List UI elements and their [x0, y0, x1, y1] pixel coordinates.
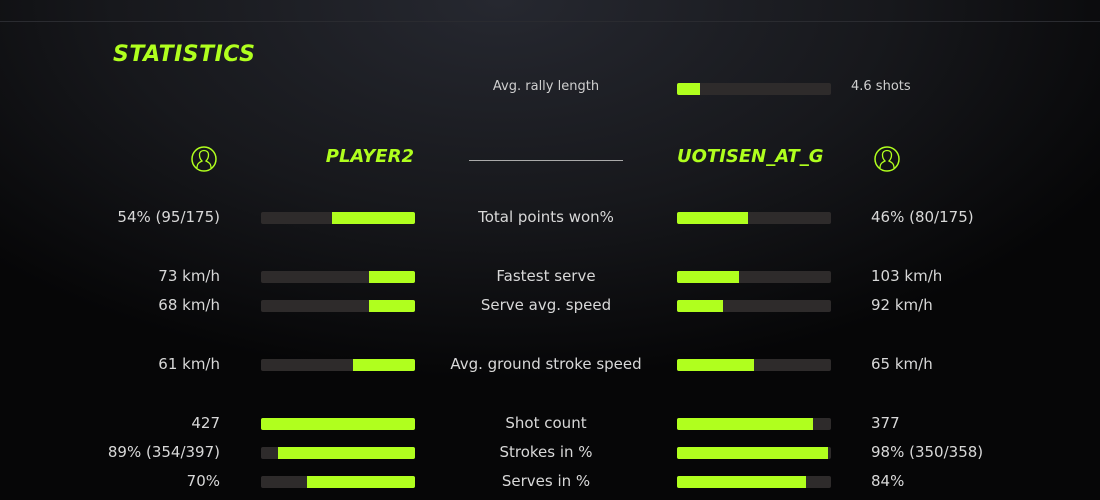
right-bar-fill [677, 300, 724, 312]
left-bar [261, 212, 415, 224]
left-value: 73 km/h [158, 267, 220, 285]
right-player-name: UOTISEN_AT_G [677, 146, 824, 167]
stat-row: 54% (95/175) Total points won% 46% (80/1… [0, 208, 1100, 228]
right-bar [677, 476, 831, 488]
left-bar [261, 476, 415, 488]
left-bar [261, 359, 415, 371]
page-title: STATISTICS [113, 42, 256, 67]
right-bar-fill [677, 418, 813, 430]
right-value: 377 [871, 414, 900, 432]
left-bar-fill [261, 418, 415, 430]
right-value: 103 km/h [871, 267, 943, 285]
stat-row: 61 km/h Avg. ground stroke speed 65 km/h [0, 355, 1100, 375]
left-bar-fill [368, 300, 415, 312]
right-bar-fill [677, 212, 748, 224]
left-bar-fill [307, 476, 415, 488]
right-bar [677, 447, 831, 459]
top-divider [0, 21, 1100, 22]
right-bar [677, 212, 831, 224]
rally-bar [677, 83, 831, 95]
rally-row: Avg. rally length 4.6 shots [0, 79, 1100, 99]
user-circle-icon [874, 146, 900, 172]
stat-row: 68 km/h Serve avg. speed 92 km/h [0, 296, 1100, 316]
stat-label: Strokes in % [499, 443, 593, 461]
rally-bar-fill [677, 83, 701, 95]
left-bar-fill [277, 447, 415, 459]
right-bar-fill [677, 447, 828, 459]
stat-row: 89% (354/397) Strokes in % 98% (350/358) [0, 443, 1100, 463]
stat-row: 73 km/h Fastest serve 103 km/h [0, 267, 1100, 287]
right-bar [677, 300, 831, 312]
left-value: 89% (354/397) [107, 443, 220, 461]
left-bar-fill [353, 359, 415, 371]
right-bar [677, 418, 831, 430]
left-bar-fill [368, 271, 415, 283]
right-bar-fill [677, 271, 739, 283]
stat-label: Shot count [505, 414, 587, 432]
right-value: 98% (350/358) [871, 443, 984, 461]
rally-label: Avg. rally length [492, 79, 600, 94]
left-value: 70% [186, 472, 220, 490]
left-value: 68 km/h [158, 296, 220, 314]
rally-value: 4.6 shots [851, 79, 911, 94]
stat-label: Serves in % [501, 472, 591, 490]
right-bar [677, 359, 831, 371]
right-bar-fill [677, 476, 807, 488]
left-value: 54% (95/175) [117, 208, 220, 226]
left-bar [261, 271, 415, 283]
left-value: 61 km/h [158, 355, 220, 373]
left-bar-fill [331, 212, 415, 224]
left-player-name: PLAYER2 [325, 146, 414, 167]
user-circle-icon [191, 146, 217, 172]
right-value: 65 km/h [871, 355, 933, 373]
right-value: 84% [871, 472, 905, 490]
stat-label: Total points won% [478, 208, 614, 226]
left-bar [261, 418, 415, 430]
right-bar-fill [677, 359, 754, 371]
stat-row: 70% Serves in % 84% [0, 472, 1100, 492]
stat-row: 427 Shot count 377 [0, 414, 1100, 434]
left-bar [261, 447, 415, 459]
header-divider [469, 160, 623, 161]
right-bar [677, 271, 831, 283]
left-value: 427 [191, 414, 220, 432]
left-bar [261, 300, 415, 312]
right-value: 46% (80/175) [871, 208, 974, 226]
stat-label: Serve avg. speed [480, 296, 612, 314]
stat-label: Avg. ground stroke speed [450, 355, 642, 373]
stat-label: Fastest serve [496, 267, 596, 285]
right-value: 92 km/h [871, 296, 933, 314]
